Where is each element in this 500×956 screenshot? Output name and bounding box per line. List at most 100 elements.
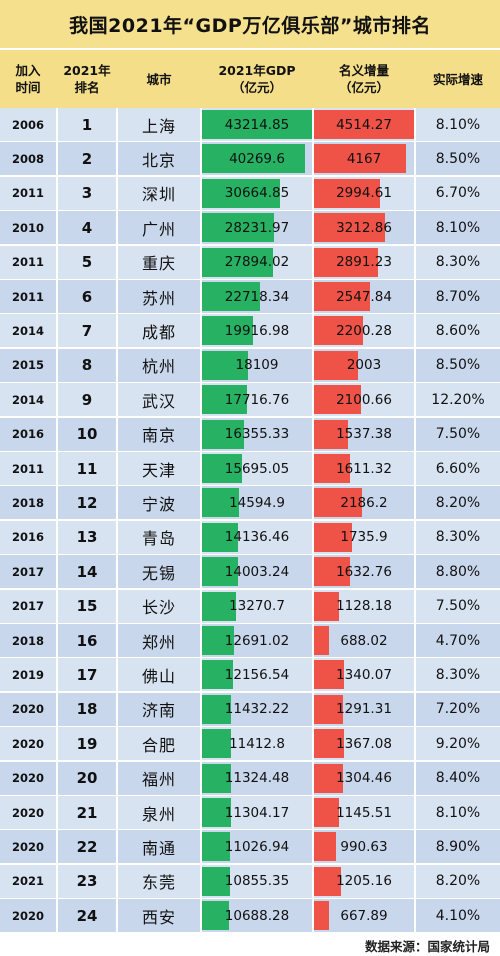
gdp-bar xyxy=(202,419,244,449)
gdp-value: 14136.46 xyxy=(224,529,290,546)
rank-cell: 4 xyxy=(81,218,93,237)
increase-value: 4514.27 xyxy=(336,116,392,133)
growth-rate-cell: 7.50% xyxy=(435,598,481,615)
join-year-cell: 2018 xyxy=(11,633,44,648)
increase-value: 2003 xyxy=(346,357,382,374)
header-rate: 实际增速 xyxy=(432,71,483,87)
increase-bar xyxy=(314,901,329,931)
table-row: 2017 15 长沙 13270.7 1128.18 7.50% xyxy=(0,589,500,623)
rank-cell: 10 xyxy=(76,425,98,444)
join-year-cell: 2011 xyxy=(11,255,44,270)
increase-bar xyxy=(314,694,343,724)
increase-bar xyxy=(314,591,339,621)
page-title: 我国2021年“GDP万亿俱乐部”城市排名 xyxy=(0,0,500,48)
growth-rate-cell: 8.70% xyxy=(435,288,481,305)
increase-value: 1291.31 xyxy=(336,701,392,718)
table-row: 2011 6 苏州 22718.34 2547.84 8.70% xyxy=(0,280,500,313)
table-row: 2018 12 宁波 14594.9 2186.2 8.20% xyxy=(0,486,500,520)
table-row: 2019 17 佛山 12156.54 1340.07 8.30% xyxy=(0,658,500,692)
growth-rate-cell: 7.20% xyxy=(435,701,481,718)
growth-rate-cell: 9.20% xyxy=(435,735,481,752)
join-year-cell: 2016 xyxy=(11,427,44,442)
table-row: 2016 10 南京 16355.33 1537.38 7.50% xyxy=(0,417,500,451)
city-cell: 苏州 xyxy=(141,288,176,308)
growth-rate-cell: 8.10% xyxy=(435,116,481,133)
rank-cell: 13 xyxy=(76,528,98,547)
city-cell: 天津 xyxy=(141,460,176,480)
header-gdp: 2021年GDP （亿元） xyxy=(218,63,296,95)
data-source: 数据来源：国家统计局 xyxy=(364,939,490,954)
join-year-cell: 2017 xyxy=(11,599,44,614)
rank-cell: 22 xyxy=(76,837,98,856)
gdp-bar xyxy=(202,694,232,724)
increase-bar xyxy=(314,144,407,174)
gdp-value: 11432.22 xyxy=(224,701,290,718)
table-row: 2014 7 成都 19916.98 2200.28 8.60% xyxy=(0,314,500,348)
gdp-bar xyxy=(202,454,242,483)
increase-value: 2891.23 xyxy=(336,254,392,271)
increase-bar xyxy=(314,178,381,208)
join-year-cell: 2021 xyxy=(11,874,44,889)
table-row: 2015 8 杭州 18109 2003 8.50% xyxy=(0,348,500,382)
growth-rate-cell: 8.30% xyxy=(435,529,481,546)
gdp-value: 30664.85 xyxy=(224,185,290,202)
rank-cell: 24 xyxy=(76,906,98,925)
gdp-value: 28231.97 xyxy=(224,219,290,236)
growth-rate-cell: 8.30% xyxy=(435,254,481,271)
city-cell: 南通 xyxy=(141,838,176,858)
growth-rate-cell: 8.80% xyxy=(435,563,481,580)
increase-bar xyxy=(314,522,353,552)
gdp-value: 10688.28 xyxy=(224,907,290,924)
increase-value: 2994.61 xyxy=(336,185,392,202)
join-year-cell: 2016 xyxy=(11,530,44,545)
increase-value: 1304.46 xyxy=(336,770,392,787)
table-row: 2010 4 广州 28231.97 3212.86 8.10% xyxy=(0,211,500,245)
city-cell: 西安 xyxy=(141,907,176,927)
growth-rate-cell: 8.90% xyxy=(435,838,481,855)
city-cell: 成都 xyxy=(141,322,176,342)
increase-bar xyxy=(314,798,340,827)
increase-bar xyxy=(314,729,345,759)
join-year-cell: 2011 xyxy=(11,289,44,304)
increase-value: 2100.66 xyxy=(336,391,392,408)
gdp-value: 12156.54 xyxy=(224,666,290,683)
city-cell: 南京 xyxy=(141,426,176,446)
city-cell: 济南 xyxy=(141,701,176,721)
increase-value: 1128.18 xyxy=(336,598,392,615)
growth-rate-cell: 6.70% xyxy=(435,185,481,202)
join-year-cell: 2018 xyxy=(11,495,44,510)
rank-cell: 7 xyxy=(81,321,93,340)
increase-value: 667.89 xyxy=(340,907,388,924)
join-year-cell: 2014 xyxy=(11,392,44,407)
gdp-bar xyxy=(202,832,231,862)
join-year-cell: 2011 xyxy=(11,186,44,201)
gdp-bar xyxy=(202,522,238,552)
increase-bar xyxy=(314,488,363,518)
gdp-bar xyxy=(202,144,305,174)
gdp-bar xyxy=(202,591,236,621)
header-join-year: 加入 时间 xyxy=(15,63,41,95)
gdp-bar xyxy=(202,626,235,655)
table-row: 2011 3 深圳 30664.85 2994.61 6.70% xyxy=(0,176,500,210)
city-cell: 深圳 xyxy=(141,185,176,205)
increase-bar xyxy=(314,213,386,243)
join-year-cell: 2020 xyxy=(11,736,44,751)
increase-value: 1340.07 xyxy=(336,666,392,683)
gdp-value: 11324.48 xyxy=(224,770,290,787)
city-cell: 宁波 xyxy=(141,494,176,514)
increase-bar xyxy=(314,110,414,139)
increase-value: 2547.84 xyxy=(336,288,392,305)
rank-cell: 19 xyxy=(76,734,98,753)
table-row: 2020 19 合肥 11412.8 1367.08 9.20% xyxy=(0,727,500,761)
rank-cell: 2 xyxy=(81,149,93,168)
table-row: 2006 1 上海 43214.85 4514.27 8.10% xyxy=(0,108,500,141)
increase-value: 688.02 xyxy=(340,632,388,649)
city-cell: 东莞 xyxy=(141,873,176,893)
city-cell: 佛山 xyxy=(141,666,176,686)
increase-value: 1537.38 xyxy=(336,426,392,443)
increase-bar xyxy=(314,866,341,896)
gdp-bar xyxy=(202,385,248,415)
table-row: 2021 23 东莞 10855.35 1205.16 8.20% xyxy=(0,864,500,898)
gdp-value: 12691.02 xyxy=(224,632,290,649)
growth-rate-cell: 12.20% xyxy=(431,391,485,408)
